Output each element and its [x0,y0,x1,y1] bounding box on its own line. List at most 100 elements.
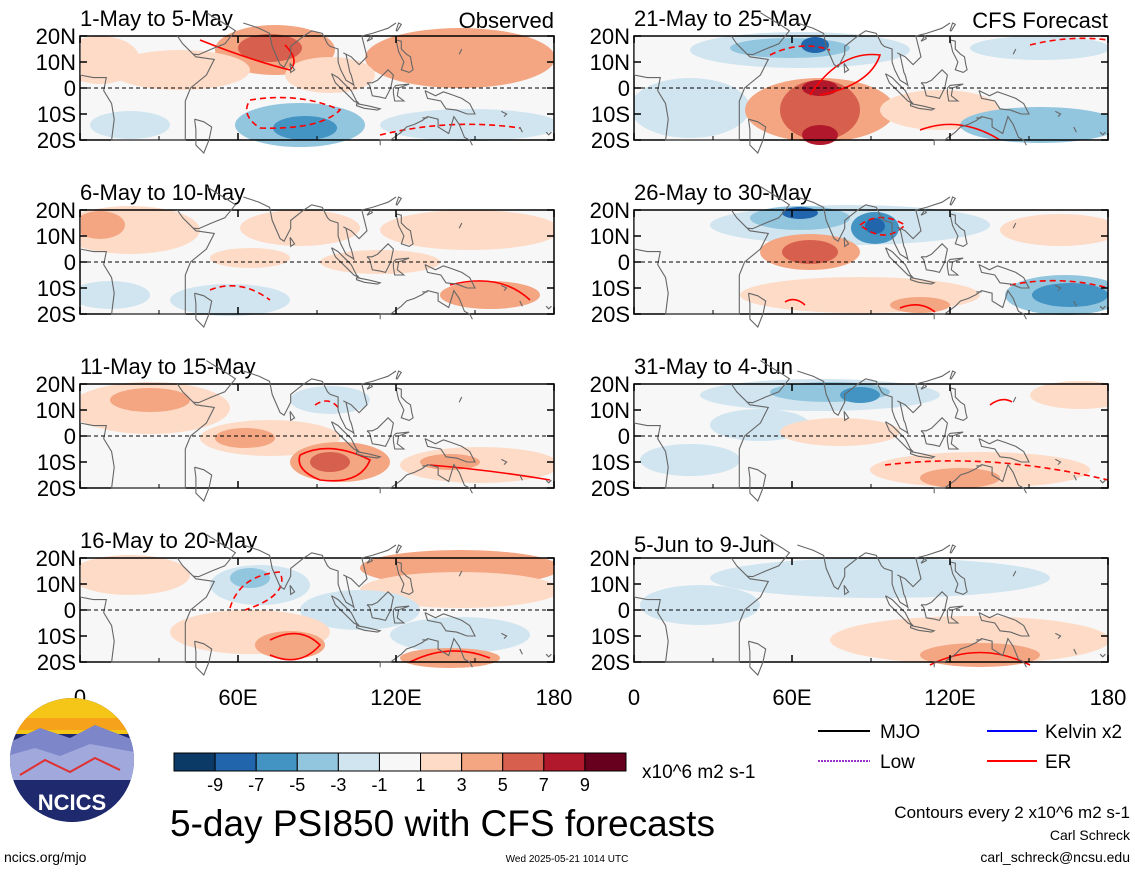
panel-period-p1: 1-May to 5-May [80,6,233,31]
lat-label: 10S [591,450,630,475]
coastline [80,35,216,141]
colorbar-units: x10^6 m2 s-1 [642,762,755,783]
panel-p2: 6-May to 10-May [79,180,555,316]
coastline [843,62,850,74]
lon-label: 60E [218,685,257,710]
ncics-logo: NCICS [10,698,134,822]
coastline [366,417,394,448]
timestamp: Wed 2025-05-21 1014 UTC [506,854,629,865]
lat-label: 10N [36,398,76,423]
coastline [634,557,770,663]
map-field-p1 [80,25,554,147]
lat-label: 20S [591,302,630,327]
lat-label: 20N [36,198,76,223]
coastline [80,209,216,315]
panel-p8: 5-Jun to 9-Jun [633,532,1109,667]
map-field-p4 [80,550,554,668]
legend-mjo-label: MJO [880,722,920,743]
coastline [1012,396,1017,403]
lat-label: 10N [590,224,630,249]
coastline [909,277,936,285]
coastline [545,653,552,658]
lat-label: 20S [591,128,630,153]
coastline [1073,474,1077,481]
coastline [424,90,476,115]
coastline [920,591,948,622]
lon-label: 0 [628,685,640,710]
lat-label: 10S [37,276,76,301]
panel-period-p5: 21-May to 25-May [634,6,811,31]
lat-label: 20N [590,198,630,223]
coastline [458,396,463,403]
lat-label: 0 [618,76,630,101]
coastline [519,126,523,133]
lat-label: 10N [36,224,76,249]
coastline [355,103,382,111]
colorbar-tick-label: -9 [207,775,223,795]
coastline [366,243,394,274]
lat-label: 10N [36,572,76,597]
website-link[interactable]: ncics.org/mjo [4,849,87,865]
coastline [80,383,216,489]
coastline [289,236,296,248]
coastline [797,370,951,436]
coastline [843,584,850,596]
colorbar-tick-label: 9 [580,775,590,795]
coastline [395,22,403,32]
coastline [243,370,397,436]
lon-label: 180 [536,685,573,710]
coastline [366,69,394,100]
lat-label: 0 [64,76,76,101]
coastline [949,370,957,380]
panel-p7: 31-May to 4-Jun [633,354,1109,489]
coastline [395,213,414,248]
coastline [193,186,237,230]
coastline [909,625,936,633]
panel-p1: 1-May to 5-May Observed [79,6,555,147]
coastline [1012,222,1017,229]
coastline [501,458,508,465]
coastline-layer [80,360,552,502]
colorbar-tick-label: 7 [539,775,549,795]
lat-label: 20S [37,650,76,675]
map-field-p6 [634,205,1108,315]
colorbar-swatch [461,752,504,772]
coastline [545,479,552,484]
coastline [634,35,770,141]
legend-low-label: Low [880,752,915,773]
panel-period-p8: 5-Jun to 9-Jun [634,532,775,557]
colorbar-swatch [543,752,586,772]
lat-label: 20N [36,372,76,397]
coastline [909,103,936,111]
colorbar-tick-label: 1 [416,775,426,795]
coastline [519,648,523,655]
coastline [797,22,951,88]
coastline [747,360,791,404]
author-name: Carl Schreck [1050,827,1131,843]
coastline-layer [634,12,1106,154]
coastline [392,431,410,450]
author-email: carl_schreck@ncsu.edu [980,849,1130,865]
lat-label: 10N [590,50,630,75]
coastline [392,605,410,624]
coastline [946,431,964,450]
lat-label: 20N [36,24,76,49]
coastline [545,131,552,136]
coastline-layer [80,186,552,328]
panel-period-p7: 31-May to 4-Jun [634,354,793,379]
colorbar-tick-label: -1 [371,775,387,795]
coastline [355,451,382,459]
colorbar-swatch [255,752,298,772]
coastline [920,382,928,390]
colorbar-swatch [337,752,380,772]
panel-p6: 26-May to 30-May [633,180,1109,315]
lat-label: 10N [36,50,76,75]
coastline [519,300,523,307]
coastline [194,118,213,154]
logo-text: NCICS [38,790,106,815]
coastline [747,118,767,154]
lat-label: 20S [37,302,76,327]
coastline [193,360,237,404]
lat-label: 10S [591,624,630,649]
lon-label: 180 [1090,685,1127,710]
